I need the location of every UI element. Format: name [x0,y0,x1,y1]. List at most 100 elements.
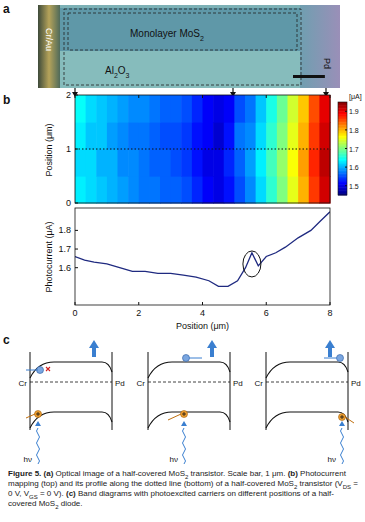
heatmap-cell [234,176,245,204]
photon-label: hν [328,455,336,464]
hole-path [168,414,181,420]
conduction-band [30,362,112,378]
caption-run: 2 [55,504,58,510]
heatmap-cell [309,176,320,204]
heatmap-cell [181,122,192,150]
heatmap-cell [309,95,320,123]
light-arrowhead [35,421,41,426]
label: Pd [322,58,332,69]
heatmap-cell [160,149,171,177]
heatmap-cell [203,122,214,150]
tick-label: 1.8 [58,225,71,235]
hole-sign [340,415,344,419]
tick-label: 1.6 [349,164,359,171]
caption-run: transistor (V [297,479,342,488]
heatmap-cell [213,176,224,204]
tick-label: 1.8 [349,127,359,134]
heatmap-cell [266,149,277,177]
tick-label: 4 [200,308,205,318]
light-wave [183,428,186,464]
heatmap-cell [118,176,129,204]
heatmap-cell [298,149,309,177]
heatmap-cell [266,122,277,150]
heatmap-cell [139,95,150,123]
tick [345,167,347,168]
scale-bar [293,75,325,78]
heatmap-cell [256,176,267,204]
hole-path [345,417,354,423]
current-arrow [89,340,99,357]
heatmap-cell [277,95,288,123]
heatmap-cell [213,149,224,177]
heatmap-cell [181,176,192,204]
text-run: 2 [200,35,204,42]
valence-band [148,412,230,428]
heatmap-cell [192,95,203,123]
contact-line [112,352,113,430]
heatmap-cell [139,122,150,150]
tick-label: 1.9 [349,108,359,115]
heatmap-cell [224,149,235,177]
caption: Figure 5. (a) Optical image of a half-co… [8,469,358,509]
valence-band [30,412,112,428]
electron-path [324,358,337,359]
heatmap-cell [277,176,288,204]
heatmap-cell [75,176,86,204]
heatmap-cell [245,149,256,177]
heatmap-cell [75,95,86,123]
band-diagram: CrPdhν [19,340,125,464]
tick [138,302,139,305]
heatmap-cell [298,122,309,150]
heatmap-cell [128,176,139,204]
caption-run: transistor. Scale bar, 1 μm. [188,469,287,478]
tick-label: 1.7 [349,146,359,153]
tick [75,302,76,305]
text-run: 3 [126,72,130,79]
highlight-ellipse [243,251,261,277]
heatmap-cell [171,122,182,150]
tick-label: 2 [136,308,141,318]
heatmap-cell [309,149,320,177]
heatmap-cell [160,176,171,204]
heatmap-cell [171,95,182,123]
fermi-level [148,382,230,383]
heatmap-cell [139,176,150,204]
heatmap-cell [86,122,97,150]
label: Monolayer MoS2 [130,28,204,42]
heatmap-cell [96,95,107,123]
figure: abcCr/AuMonolayer MoS2Al2O3Pd012Position… [0,0,365,522]
heatmap-cell [245,176,256,204]
photocurrent-line [75,212,330,287]
current-arrow [325,340,335,357]
heatmap-cell [213,122,224,150]
heatmap-cell [192,176,203,204]
heatmap-cell [245,95,256,123]
caption-run: 2 [185,474,188,480]
hole [35,411,42,418]
heatmap-cell [181,95,192,123]
tick [75,149,78,150]
heatmap-cell [266,176,277,204]
heatmap-cell [107,176,118,204]
band-diagram: CrPdhν [255,340,361,464]
conduction-band [266,362,348,378]
caption-run: GS [29,494,38,500]
photon-label: hν [170,455,178,464]
contact-label: Pd [233,379,243,388]
heatmap-cell [288,122,299,150]
caption-run: = 0 V). [38,489,66,498]
tick [202,95,203,98]
heatmap-cell [118,122,129,150]
heatmap-cell [298,176,309,204]
contact-line [266,352,267,430]
heatmap-cell [277,149,288,177]
tick [266,95,267,98]
fermi-level [30,382,112,383]
tick [138,95,139,98]
heatmap-cell [160,122,171,150]
heatmap-cell [234,95,245,123]
tick [266,302,267,305]
dashed-box [68,13,297,50]
heatmap-cell [203,149,214,177]
dotted-line [75,149,330,150]
